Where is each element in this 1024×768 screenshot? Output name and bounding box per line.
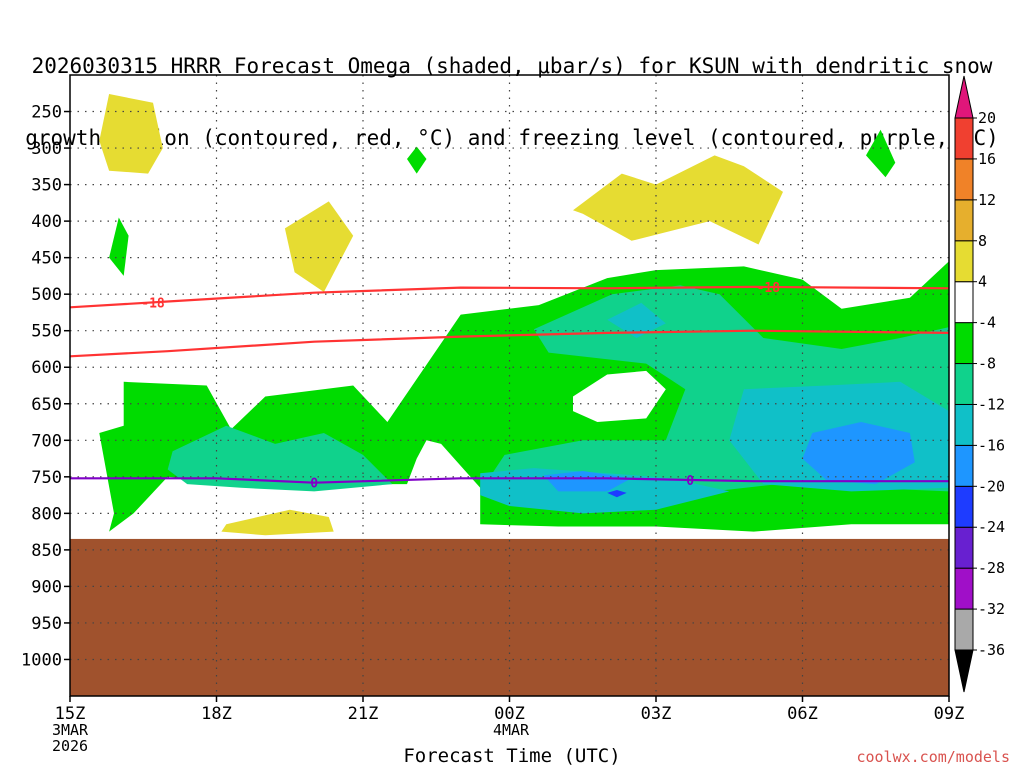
x-tick-label-06Z: 06Z	[787, 704, 818, 724]
colorbar-segment-lowest	[954, 649, 974, 693]
colorbar-label--36: -36	[978, 641, 1005, 659]
start-date-year: 2026	[51, 737, 89, 755]
omega-region-1	[284, 201, 354, 292]
x-tick-label-03Z: 03Z	[641, 704, 672, 724]
colorbar-segment	[954, 281, 974, 324]
omega-region-14	[543, 471, 632, 492]
colorbar-label--28: -28	[978, 559, 1005, 577]
colorbar-segment	[954, 567, 974, 610]
colorbar-segment	[954, 322, 974, 365]
omega-region-2	[573, 155, 783, 245]
colorbar-segment	[954, 608, 974, 651]
colorbar-label--20: -20	[978, 477, 1005, 495]
colorbar: -36 -32 -28 -24 -20 -16 -12 -8 -4 4 8 12 16 20	[954, 75, 1005, 693]
contour-freezing-level-0c	[70, 477, 949, 484]
mid-date-label: 4MAR	[483, 722, 539, 738]
x-tick-label-09Z: 09Z	[934, 704, 965, 724]
colorbar-label-8: 8	[978, 232, 987, 250]
omega-region-0	[99, 94, 163, 174]
colorbar-label--32: -32	[978, 600, 1005, 618]
contour-label: 0	[310, 477, 318, 492]
colorbar-label--24: -24	[978, 518, 1005, 536]
y-tick-label-600: 600	[31, 358, 62, 378]
colorbar-segment	[954, 485, 974, 528]
start-date-day: 3MAR	[51, 721, 89, 739]
colorbar-segment	[954, 363, 974, 405]
colorbar-segment	[954, 117, 974, 160]
colorbar-segment	[954, 526, 974, 569]
y-tick-label-400: 400	[31, 212, 62, 232]
omega-region-6	[866, 129, 896, 178]
y-tick-label-1000: 1000	[21, 650, 62, 670]
contour-dendritic-12c	[70, 329, 949, 358]
y-tick-label-950: 950	[31, 614, 62, 634]
contour-label: -18	[757, 281, 781, 296]
y-tick-label-650: 650	[31, 395, 62, 415]
colorbar-label-4: 4	[978, 273, 987, 291]
y-tick-label-800: 800	[31, 504, 62, 524]
omega-region-15	[607, 490, 627, 498]
start-date-label: 3MAR 2026	[45, 722, 95, 754]
y-tick-label-250: 250	[31, 103, 62, 123]
x-tick-label-00Z: 00Z	[494, 704, 525, 724]
x-tick-label-21Z: 21Z	[348, 704, 379, 724]
contour-dendritic-18c	[70, 285, 949, 309]
colorbar-label--4: -4	[978, 314, 996, 332]
y-tick-label-500: 500	[31, 285, 62, 305]
colorbar-segment	[954, 240, 974, 283]
colorbar-segment	[954, 444, 974, 487]
omega-region-10	[607, 302, 666, 338]
omega-gap-0	[573, 370, 666, 422]
x-axis-label: Forecast Time (UTC)	[403, 745, 621, 767]
omega-region-4	[407, 146, 427, 174]
terrain-fill	[70, 538, 949, 696]
x-tick-label-18Z: 18Z	[201, 704, 232, 724]
colorbar-label--16: -16	[978, 436, 1005, 454]
y-tick-label-550: 550	[31, 322, 62, 342]
grid-lines	[70, 75, 949, 696]
colorbar-label-20: 20	[978, 109, 996, 127]
mid-date-day: 4MAR	[492, 721, 530, 739]
chart-title-line1: 2026030315 HRRR Forecast Omega (shaded, …	[31, 54, 993, 78]
y-tick-label-850: 850	[31, 541, 62, 561]
y-tick-label-700: 700	[31, 431, 62, 451]
colorbar-label--12: -12	[978, 395, 1005, 413]
y-tick-label-900: 900	[31, 577, 62, 597]
omega-region-13	[802, 422, 915, 485]
y-tick-label-350: 350	[31, 176, 62, 196]
contour-label: 0	[686, 474, 694, 489]
contour-label: -18	[141, 296, 165, 311]
y-tick-label-300: 300	[31, 139, 62, 159]
omega-region-8	[167, 425, 393, 492]
colorbar-segment	[954, 199, 974, 242]
omega-region-3	[221, 509, 334, 536]
colorbar-segment-highest	[954, 75, 974, 119]
watermark-link[interactable]: coolwx.com/models	[856, 748, 1010, 766]
y-tick-label-750: 750	[31, 468, 62, 488]
colorbar-label--8: -8	[978, 355, 996, 373]
x-tick-label-15Z: 15Z	[55, 704, 86, 724]
omega-region-5	[109, 217, 129, 276]
y-tick-label-450: 450	[31, 249, 62, 269]
colorbar-segment	[954, 158, 974, 201]
colorbar-label-12: 12	[978, 191, 996, 209]
colorbar-label-16: 16	[978, 150, 996, 168]
colorbar-segment	[954, 403, 974, 446]
